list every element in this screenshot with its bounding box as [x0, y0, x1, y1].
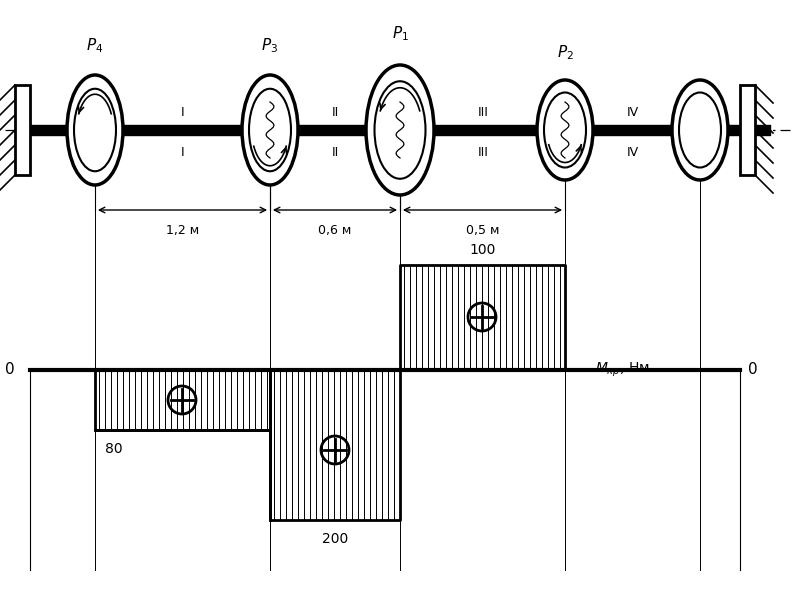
- Text: $P_1$: $P_1$: [391, 24, 409, 43]
- Text: 0,6 м: 0,6 м: [318, 224, 352, 237]
- Ellipse shape: [544, 92, 586, 167]
- Text: III: III: [478, 145, 489, 158]
- Ellipse shape: [67, 75, 123, 185]
- Polygon shape: [400, 265, 565, 370]
- Polygon shape: [95, 370, 270, 430]
- Text: I: I: [181, 145, 185, 158]
- Bar: [740, 85, 755, 175]
- Polygon shape: [270, 370, 400, 520]
- Ellipse shape: [249, 89, 291, 171]
- Text: 0: 0: [748, 362, 758, 377]
- Ellipse shape: [672, 80, 728, 180]
- Text: 100: 100: [470, 243, 496, 257]
- Ellipse shape: [242, 75, 298, 185]
- Text: III: III: [478, 106, 489, 118]
- Text: 0,5 м: 0,5 м: [466, 224, 499, 237]
- Text: $P_3$: $P_3$: [262, 36, 278, 55]
- Bar: [15, 85, 30, 175]
- Text: I: I: [181, 106, 185, 118]
- Text: $M_{кр}$, Нм: $M_{кр}$, Нм: [595, 361, 650, 379]
- Text: II: II: [331, 106, 338, 118]
- Text: 200: 200: [322, 532, 348, 546]
- Ellipse shape: [537, 80, 593, 180]
- Ellipse shape: [74, 89, 116, 171]
- Ellipse shape: [679, 92, 721, 167]
- Text: $P_4$: $P_4$: [86, 36, 104, 55]
- Text: $P_2$: $P_2$: [557, 43, 574, 62]
- Text: II: II: [331, 145, 338, 158]
- Text: IV: IV: [627, 106, 639, 118]
- Ellipse shape: [374, 81, 426, 179]
- Text: IV: IV: [627, 145, 639, 158]
- Text: 0: 0: [6, 362, 15, 377]
- Ellipse shape: [366, 65, 434, 195]
- Text: 80: 80: [105, 442, 122, 456]
- Text: 1,2 м: 1,2 м: [166, 224, 199, 237]
